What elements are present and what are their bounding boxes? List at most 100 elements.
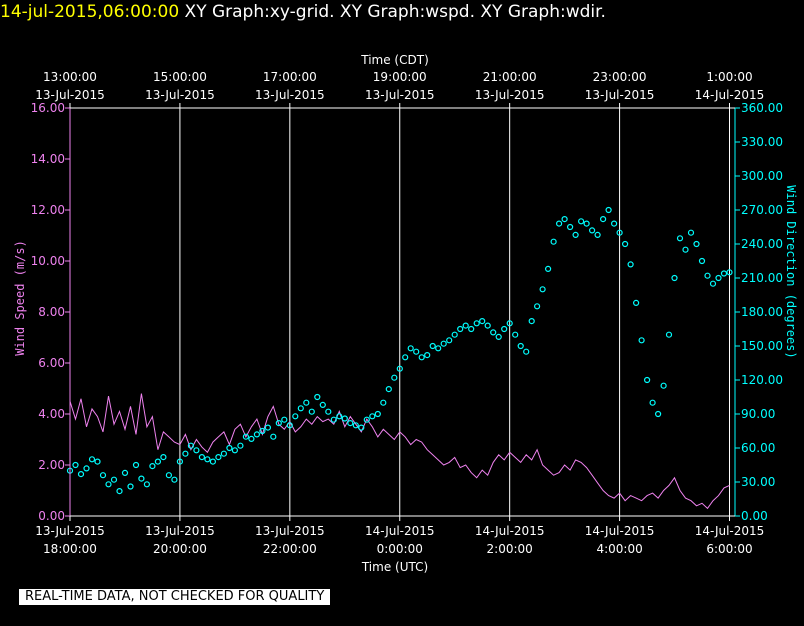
quality-disclaimer: REAL-TIME DATA, NOT CHECKED FOR QUALITY [19,589,331,605]
wind-direction-point [341,415,348,422]
wind-direction-point [248,435,255,442]
left-tick-label: 10.00 [31,254,65,268]
wind-direction-point [336,413,343,420]
wind-direction-point [577,218,585,225]
wind-direction-point [473,320,480,327]
bottom-tick-time: 6:00:00 [706,542,752,556]
top-tick-date: 13-Jul-2015 [255,88,325,102]
wind-direction-point [303,399,310,406]
wind-direction-point [610,220,618,227]
bottom-tick-time: 22:00:00 [263,542,317,556]
right-tick-label: 300.00 [741,169,783,183]
wind-direction-point [237,442,244,449]
wind-direction-point [105,481,112,488]
bottom-tick-date: 14-Jul-2015 [695,524,765,538]
wind-direction-point [418,354,425,361]
wind-direction-point [616,229,623,236]
wind-direction-point [176,458,183,465]
bottom-tick-date: 14-Jul-2015 [585,524,655,538]
wind-direction-point [209,458,216,465]
wind-direction-point [665,331,673,338]
header-title-wdir: XY Graph:wdir. [480,2,606,22]
wind-direction-point [138,475,145,482]
wind-direction-point [517,342,524,350]
wind-direction-point [424,352,431,359]
bottom-tick-time: 18:00:00 [43,542,97,556]
wind-direction-point [215,454,222,461]
wind-direction-point [116,488,123,495]
top-tick-date: 13-Jul-2015 [35,88,105,102]
wind-direction-point [402,354,409,361]
wind-direction-point [583,220,590,227]
left-tick-label: 6.00 [38,356,65,370]
wind-direction-point [259,427,266,435]
wind-direction-point [632,299,640,306]
wind-direction-point [154,458,161,465]
wind-direction-point [264,424,271,431]
wind-direction-point [275,420,282,427]
wind-direction-point [495,333,502,340]
left-tick-label: 16.00 [31,101,65,115]
right-tick-label: 180.00 [741,305,783,319]
wind-direction-point [704,272,711,279]
wind-direction-point [83,465,90,472]
right-tick-label: 120.00 [741,373,783,387]
wind-direction-point [572,231,579,238]
wind-direction-point [99,472,107,479]
wind-direction-point [660,382,667,389]
wind-direction-point [358,424,365,431]
bottom-tick-time: 2:00:00 [487,542,533,556]
wind-direction-point [468,325,475,333]
top-tick-time: 17:00:00 [263,70,317,84]
right-tick-label: 60.00 [741,441,775,455]
wind-direction-point [385,386,392,393]
left-tick-label: 8.00 [38,305,65,319]
wind-direction-point [594,231,601,238]
wind-direction-point [599,216,607,223]
wind-direction-point [643,376,651,384]
right-tick-label: 240.00 [741,237,783,251]
wind-direction-point [501,325,508,333]
wind-direction-point [363,416,370,423]
wind-direction-point [374,410,381,418]
wind-direction-point [187,442,194,449]
wind-speed-line [69,393,730,510]
wind-direction-point [720,270,728,277]
wind-direction-point [171,476,178,483]
wind-direction-point [627,261,634,268]
top-tick-date: 13-Jul-2015 [585,88,655,102]
top-tick-time: 15:00:00 [153,70,207,84]
wind-direction-point [490,329,497,336]
wind-direction-point [561,216,568,223]
left-tick-label: 4.00 [38,407,65,421]
wind-direction-point [347,420,354,427]
wind-direction-point [253,431,260,438]
wind-direction-point [352,422,359,429]
wind-speed-series [69,393,730,510]
top-axis-title: Time (CDT) [360,53,429,67]
header-title-grid: XY Graph:xy-grid. [184,2,335,22]
wind-direction-point [709,280,717,287]
header-title-wspd: XY Graph:wspd. [339,2,475,22]
right-tick-label: 360.00 [741,101,783,115]
top-tick-date: 13-Jul-2015 [365,88,435,102]
wind-direction-point [281,416,288,423]
right-tick-label: 30.00 [741,475,775,489]
bottom-tick-date: 13-Jul-2015 [255,524,325,538]
wind-direction-point [121,469,129,476]
wind-direction-point [226,444,233,452]
wind-direction-point [605,206,612,214]
wind-direction-point [457,325,464,333]
left-axis-title: Wind Speed (m/s) [13,240,27,356]
wind-direction-point [127,483,134,490]
wind-direction-point [687,229,695,236]
wind-direction-point [528,318,535,325]
wind-direction-point [484,322,491,329]
header-timestamp: 14-jul-2015,06:00:00 [0,2,180,22]
wind-direction-point [506,320,513,327]
top-tick-time: 1:00:00 [706,70,752,84]
wind-direction-point [198,454,205,461]
left-tick-label: 2.00 [38,458,65,472]
wind-direction-point [544,265,552,272]
bottom-tick-time: 20:00:00 [153,542,207,556]
